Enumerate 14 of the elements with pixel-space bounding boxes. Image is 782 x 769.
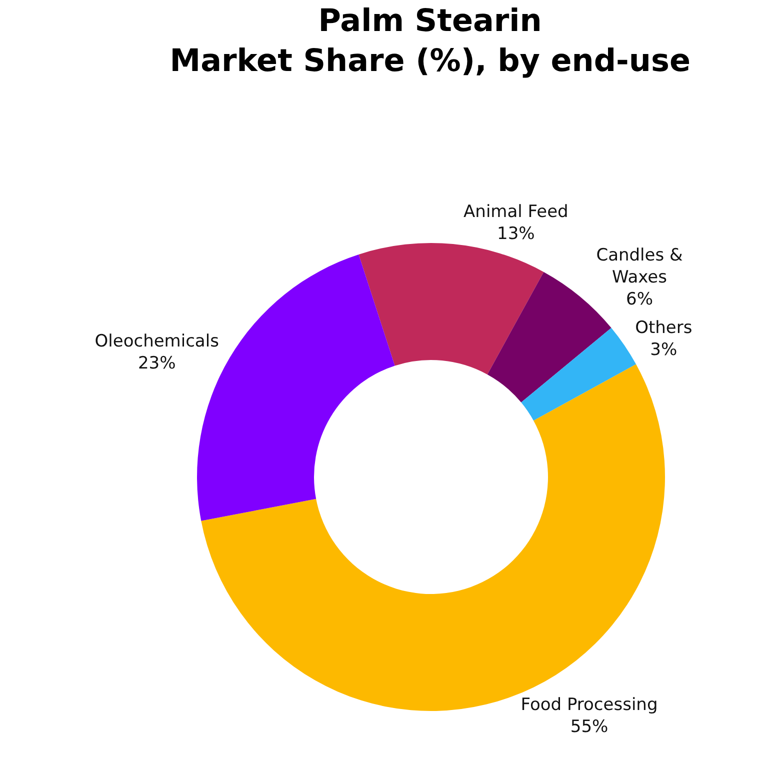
data-label: 3% (650, 340, 678, 360)
slice-label: Animal Feed (464, 202, 568, 222)
chart-title: Palm Stearin Market Share (%), by end-use (170, 2, 690, 80)
donut-slice (358, 243, 544, 374)
slice-label: Oleochemicals (94, 331, 220, 352)
data-label: 6% (626, 290, 653, 310)
data-label: 23% (138, 353, 176, 374)
data-label: 55% (570, 716, 608, 737)
data-label: 13% (497, 224, 535, 244)
slice-label: Others (635, 318, 692, 338)
donut-slice (521, 328, 636, 421)
slice-label: Candles & Waxes (596, 246, 683, 288)
donut-slice (487, 272, 612, 402)
slice-label: Food Processing (520, 694, 658, 715)
